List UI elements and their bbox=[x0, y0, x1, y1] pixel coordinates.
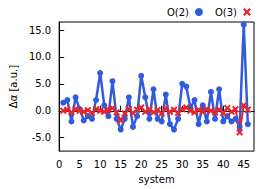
svg-text:O(2): O(2) bbox=[167, 7, 189, 18]
svg-text:O(3): O(3) bbox=[215, 7, 237, 18]
svg-text:5: 5 bbox=[76, 159, 82, 170]
svg-text:0.0: 0.0 bbox=[35, 105, 51, 116]
svg-text:20: 20 bbox=[135, 159, 148, 170]
svg-text:15: 15 bbox=[114, 159, 127, 170]
svg-text:35: 35 bbox=[196, 159, 209, 170]
svg-text:5.0: 5.0 bbox=[35, 78, 51, 89]
svg-text:45: 45 bbox=[237, 159, 250, 170]
svg-text:15.0: 15.0 bbox=[29, 25, 51, 36]
svg-text:30: 30 bbox=[176, 159, 189, 170]
svg-text:0: 0 bbox=[56, 159, 62, 170]
svg-text:Δα [a.u.]: Δα [a.u.] bbox=[8, 65, 19, 108]
svg-text:-5.0: -5.0 bbox=[32, 132, 52, 143]
svg-text:10: 10 bbox=[94, 159, 107, 170]
svg-text:10.0: 10.0 bbox=[29, 51, 51, 62]
svg-text:system: system bbox=[139, 174, 175, 185]
svg-text:25: 25 bbox=[155, 159, 168, 170]
svg-text:40: 40 bbox=[217, 159, 230, 170]
